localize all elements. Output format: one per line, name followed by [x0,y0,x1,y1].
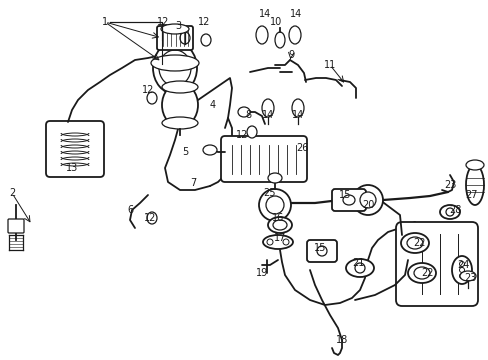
Text: 13: 13 [66,163,78,173]
Circle shape [459,261,464,266]
Ellipse shape [151,55,199,71]
Ellipse shape [439,205,459,219]
Ellipse shape [267,173,282,183]
FancyBboxPatch shape [306,240,336,262]
Circle shape [266,239,272,245]
Ellipse shape [465,160,483,170]
FancyBboxPatch shape [395,222,477,306]
FancyBboxPatch shape [221,136,306,182]
Ellipse shape [162,117,198,129]
Text: 12: 12 [142,85,154,95]
Text: 22: 22 [413,238,426,248]
Ellipse shape [267,217,291,233]
Ellipse shape [407,263,435,283]
Ellipse shape [256,26,267,44]
Circle shape [259,189,290,221]
Ellipse shape [451,256,471,284]
Text: 14: 14 [291,110,304,120]
FancyBboxPatch shape [331,189,365,211]
Ellipse shape [413,267,429,279]
FancyBboxPatch shape [46,121,104,177]
Ellipse shape [406,237,422,249]
Ellipse shape [263,235,292,249]
Text: 8: 8 [244,110,250,120]
Circle shape [459,267,464,273]
Ellipse shape [238,107,249,117]
Text: 17: 17 [273,233,285,243]
Ellipse shape [262,99,273,117]
Ellipse shape [316,246,326,256]
Ellipse shape [162,83,198,127]
Ellipse shape [153,42,197,94]
Text: 12: 12 [157,17,169,27]
Ellipse shape [346,259,373,277]
Text: 23: 23 [463,273,475,283]
Text: 3: 3 [175,21,181,31]
Text: 18: 18 [335,335,347,345]
Circle shape [359,192,375,208]
Ellipse shape [203,145,217,155]
Ellipse shape [161,24,189,34]
Text: 11: 11 [323,60,335,70]
Text: 12: 12 [143,213,156,223]
Circle shape [283,239,288,245]
Text: 24: 24 [456,260,468,270]
Ellipse shape [147,92,157,104]
Text: 25: 25 [263,188,276,198]
Ellipse shape [246,126,257,138]
Ellipse shape [459,271,475,281]
Ellipse shape [159,50,191,86]
Circle shape [445,208,453,216]
Text: 15: 15 [313,243,325,253]
Ellipse shape [400,233,428,253]
Ellipse shape [291,99,304,117]
Ellipse shape [274,32,285,48]
Text: 12: 12 [235,130,248,140]
Text: 14: 14 [258,9,270,19]
Text: 15: 15 [338,190,350,200]
Text: 7: 7 [189,178,196,188]
FancyBboxPatch shape [157,26,193,50]
Ellipse shape [147,212,157,224]
Ellipse shape [162,81,198,93]
Text: 22: 22 [421,268,433,278]
Text: 26: 26 [295,143,307,153]
Text: 5: 5 [182,147,188,157]
Text: 10: 10 [269,17,282,27]
Ellipse shape [180,32,190,44]
Text: 27: 27 [465,190,477,200]
Circle shape [265,196,284,214]
Text: 2: 2 [9,188,15,198]
Text: 14: 14 [289,9,302,19]
FancyBboxPatch shape [8,219,24,233]
Circle shape [459,274,464,279]
Text: 14: 14 [262,110,274,120]
Circle shape [352,185,382,215]
Text: 1: 1 [102,17,108,27]
Text: 28: 28 [448,205,460,215]
Text: 20: 20 [361,200,373,210]
Ellipse shape [201,34,210,46]
Ellipse shape [342,195,354,205]
Text: 12: 12 [198,17,210,27]
Ellipse shape [465,165,483,205]
Ellipse shape [288,26,301,44]
Text: 6: 6 [127,205,133,215]
Text: 4: 4 [209,100,216,110]
Text: 9: 9 [287,50,293,60]
Text: 19: 19 [255,268,267,278]
Text: 23: 23 [443,180,455,190]
Text: 16: 16 [271,213,284,223]
Circle shape [354,263,364,273]
Text: 21: 21 [351,258,364,268]
Ellipse shape [272,220,286,230]
